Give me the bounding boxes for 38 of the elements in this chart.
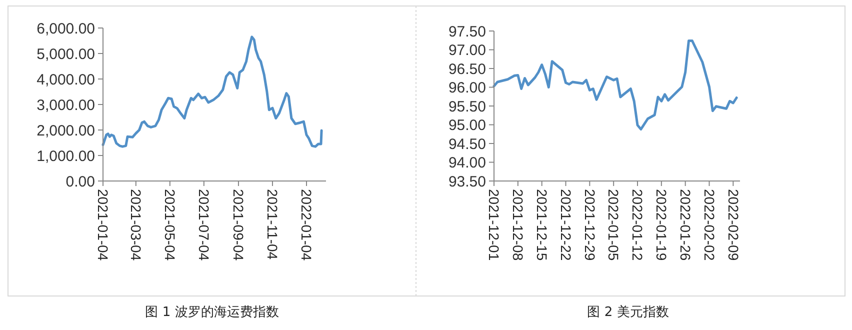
y-tick-label: 94.50 (448, 136, 486, 153)
y-tick-label: 4,000.00 (36, 71, 95, 88)
x-tick-label: 2022-01-04 (298, 189, 315, 261)
y-tick-label: 3,000.00 (36, 96, 95, 114)
y-tick-label: 97.50 (448, 23, 486, 40)
y-tick-label: 93.50 (448, 173, 486, 190)
text: 图 1 波罗的海运费指数 (145, 305, 279, 320)
line-series (102, 36, 323, 148)
y-tick-label: 5,000.00 (36, 46, 95, 63)
y-tick-label: 1,000.00 (36, 148, 95, 165)
y-tick-label: 2,000.00 (36, 122, 95, 140)
x-tick-label: 2021-11-04 (264, 189, 281, 260)
x-tick-label: 2022-01-12 (630, 189, 646, 261)
x-tick-label: 2022-01-19 (654, 189, 670, 261)
x-tick-label: 2021-12-15 (534, 189, 550, 261)
y-tick-label: 95.50 (448, 98, 486, 116)
y-tick-label: 94.00 (448, 154, 486, 172)
x-tick-label: 2022-01-05 (606, 189, 622, 261)
x-tick-label: 2021-09-04 (230, 189, 247, 261)
x-tick-label: 2021-05-04 (162, 189, 178, 261)
x-tick-label: 2022-01-26 (677, 189, 694, 261)
x-tick-label: 2021-12-29 (582, 189, 598, 261)
x-tick-label: 2021-01-04 (95, 189, 112, 261)
text: 图 2 美元指数 (587, 304, 669, 320)
y-tick-label: 96.50 (448, 60, 486, 78)
y-tick-label: 0.00 (66, 173, 95, 190)
y-tick-label: 96.00 (448, 80, 486, 96)
x-tick-label: 2022-02-09 (725, 189, 742, 261)
y-tick-label: 97.00 (448, 42, 486, 59)
x-tick-label: 2021-12-22 (558, 189, 574, 261)
line-series (492, 40, 738, 130)
x-tick-label: 2021-12-08 (510, 189, 526, 261)
x-tick-label: 2021-03-04 (128, 189, 144, 261)
y-tick-label: 6,000.00 (36, 20, 95, 38)
y-tick-label: 95.00 (448, 117, 486, 134)
x-tick-label: 2022-02-02 (701, 189, 718, 261)
x-tick-label: 2021-07-04 (196, 189, 212, 261)
x-tick-label: 2021-12-01 (486, 189, 502, 261)
